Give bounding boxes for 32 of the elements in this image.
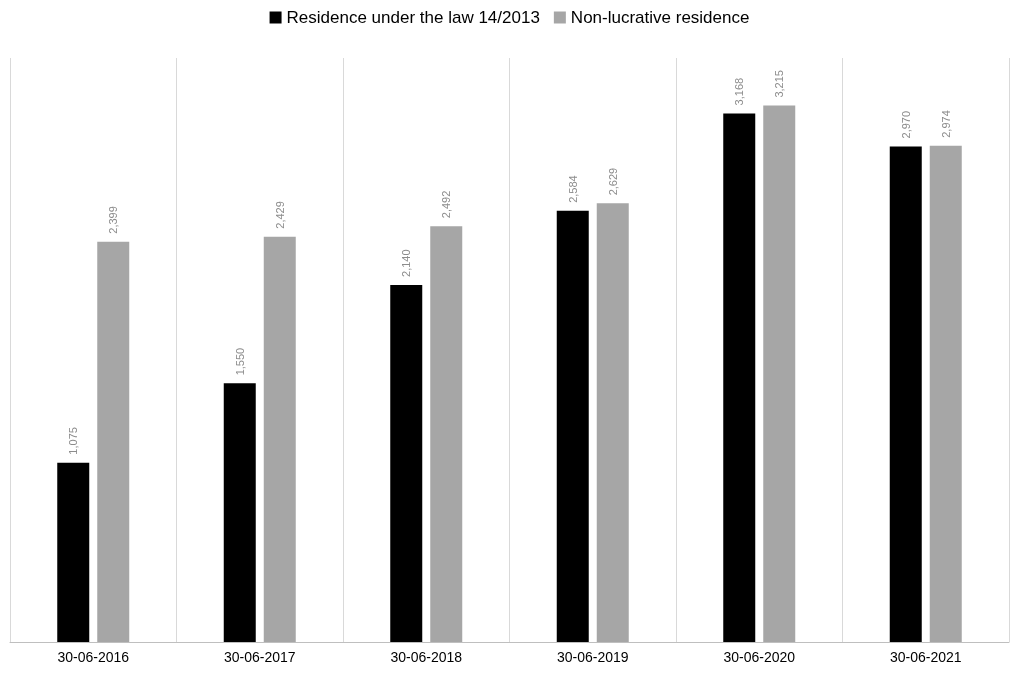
legend-label: Non-lucrative residence: [570, 8, 750, 27]
data-label: 2,429: [273, 201, 286, 229]
data-label: 2,970: [899, 110, 912, 139]
x-tick-label: 30-06-2017: [223, 649, 296, 665]
bar: [596, 203, 629, 642]
bar: [929, 145, 962, 642]
bar: [889, 146, 922, 642]
bar: [763, 105, 796, 642]
data-label: 2,492: [440, 190, 453, 219]
bar: [556, 210, 589, 642]
data-label: 2,629: [606, 167, 619, 196]
bar: [390, 284, 423, 642]
bar: [723, 113, 756, 642]
data-label: 2,974: [939, 110, 952, 138]
bar: [263, 236, 296, 642]
legend-label: Residence under the law 14/2013: [286, 8, 540, 27]
x-tick-label: 30-06-2018: [390, 649, 463, 665]
bar: [97, 241, 130, 642]
data-label: 2,584: [566, 175, 579, 203]
data-label: 1,075: [67, 427, 80, 455]
data-label: 2,140: [400, 249, 413, 277]
x-tick-label: 30-06-2020: [723, 649, 796, 665]
x-tick-label: 30-06-2019: [556, 649, 629, 665]
x-tick-label: 30-06-2016: [57, 649, 130, 665]
bar: [430, 226, 463, 642]
x-tick-label: 30-06-2021: [889, 649, 962, 665]
bar: [223, 383, 256, 642]
data-label: 1,550: [233, 347, 246, 376]
data-label: 3,168: [733, 77, 746, 106]
bar: [57, 462, 90, 642]
data-label: 3,215: [773, 70, 786, 98]
data-label: 2,399: [107, 206, 120, 234]
